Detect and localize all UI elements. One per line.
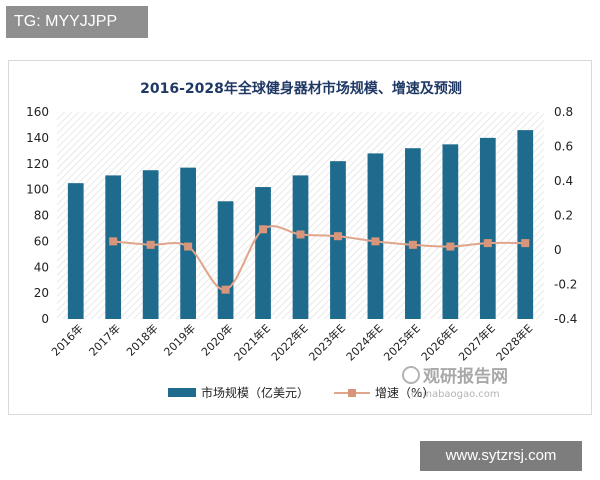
x-tick-label: 2019年 [161,321,198,358]
left-tick-label: 80 [34,209,49,223]
line-series [109,225,530,294]
growth-marker [408,240,417,249]
x-tick-label: 2016年 [48,321,85,358]
tag-label: TG: MYYJJPP [6,6,148,38]
site-label: www.sytzrsj.com [420,441,582,471]
watermark-brand: 观研报告网 [422,366,508,387]
right-tick-label: 0.8 [554,105,573,119]
bar [442,144,459,319]
watermark-logo-icon [402,366,420,384]
x-tick-label: 2020年 [198,321,235,358]
x-tick-label: 2027年E [456,321,498,363]
x-tick-label: 2018年 [123,321,160,358]
bar [105,175,122,319]
bar [479,137,496,319]
x-tick-label: 2025年E [381,321,423,363]
bar [405,148,421,319]
x-tick-label: 2017年 [86,321,123,358]
growth-marker [221,285,230,294]
right-tick-label: 0.6 [554,140,573,154]
legend-label-line: 增速（%） [375,386,434,400]
left-axis: 0 20 40 60 80 100 120 140 160 [26,105,49,326]
bar [367,153,384,319]
left-tick-label: 140 [26,131,49,145]
legend-label-bar: 市场规模（亿美元） [201,385,309,400]
right-tick-label: 0 [554,243,562,257]
bar [292,175,309,319]
watermark: 观研报告网 chinabaogao.com [402,366,508,400]
left-tick-label: 0 [41,312,49,326]
bar [517,130,534,319]
left-tick-label: 40 [34,260,49,274]
x-tick-label: 2028年E [493,321,535,363]
growth-marker [259,225,268,234]
growth-marker [333,232,342,241]
x-tick-label: 2023年E [306,321,348,363]
x-tick-label: 2026年E [418,321,460,363]
bar [255,187,271,319]
right-tick-label: 0.2 [554,209,573,223]
chart-svg: 2016-2028年全球健身器材市场规模、增速及预测 0 20 40 60 80 100 1… [26,80,577,400]
growth-marker [184,242,193,251]
right-tick-label: 0.4 [554,174,573,188]
right-axis: -0.4 -0.2 0 0.2 0.4 0.6 0.8 [554,105,577,326]
growth-marker [146,240,155,249]
left-tick-label: 120 [26,157,49,171]
growth-marker [521,239,530,248]
legend: 市场规模（亿美元） 增速（%） [168,385,434,400]
right-tick-label: -0.4 [554,312,577,326]
left-tick-label: 20 [34,286,49,300]
growth-marker [446,242,455,251]
x-axis: 2016年 2017年 2018年 2019年 2020年2021年E2022年E202… [48,321,535,363]
growth-marker [371,237,380,246]
x-tick-label: 2021年E [231,321,273,363]
legend-marker [348,389,356,397]
right-tick-label: -0.2 [554,278,577,292]
x-tick-label: 2022年E [268,321,310,363]
legend-swatch-bar [168,388,196,397]
bar [67,183,84,319]
left-tick-label: 60 [34,234,49,248]
watermark-url: chinabaogao.com [411,389,500,400]
bar [217,201,234,319]
chart-frame: 2016-2028年全球健身器材市场规模、增速及预测 0 20 40 60 80 100 1… [8,60,592,415]
growth-marker [109,237,118,246]
growth-marker [483,239,492,248]
x-tick-label: 2024年E [343,321,385,363]
growth-marker [296,230,305,239]
chart-title: 2016-2028年全球健身器材市场规模、增速及预测 [140,80,462,97]
left-tick-label: 100 [26,183,49,197]
left-tick-label: 160 [26,105,49,119]
